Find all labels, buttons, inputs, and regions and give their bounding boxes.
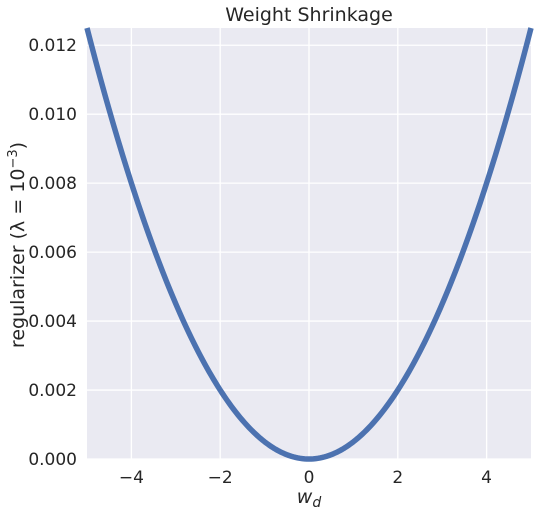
x-tick-label: −2 bbox=[208, 468, 233, 488]
x-tick-labels: −4 −2 0 2 4 bbox=[119, 468, 492, 488]
y-tick-label: 0.002 bbox=[28, 381, 77, 401]
x-tick-label: 0 bbox=[304, 468, 315, 488]
line-layer bbox=[84, 27, 534, 462]
y-tick-label: 0.000 bbox=[28, 450, 77, 470]
y-tick-label: 0.006 bbox=[28, 243, 77, 263]
grid bbox=[87, 28, 531, 460]
y-tick-labels: 0.000 0.002 0.004 0.006 0.008 0.010 0.012 bbox=[28, 36, 77, 470]
y-tick-label: 0.010 bbox=[28, 105, 77, 125]
x-axis-label: wd bbox=[297, 486, 322, 511]
x-tick-label: 2 bbox=[392, 468, 403, 488]
y-tick-label: 0.008 bbox=[28, 174, 77, 194]
x-tick-label: 4 bbox=[481, 468, 492, 488]
y-tick-label: 0.004 bbox=[28, 312, 77, 332]
y-axis-label: regularizer (λ = 10−3) bbox=[6, 142, 29, 348]
series-line bbox=[84, 27, 534, 462]
x-tick-label: −4 bbox=[119, 468, 144, 488]
chart-title: Weight Shrinkage bbox=[225, 4, 393, 26]
y-tick-label: 0.012 bbox=[28, 36, 77, 56]
